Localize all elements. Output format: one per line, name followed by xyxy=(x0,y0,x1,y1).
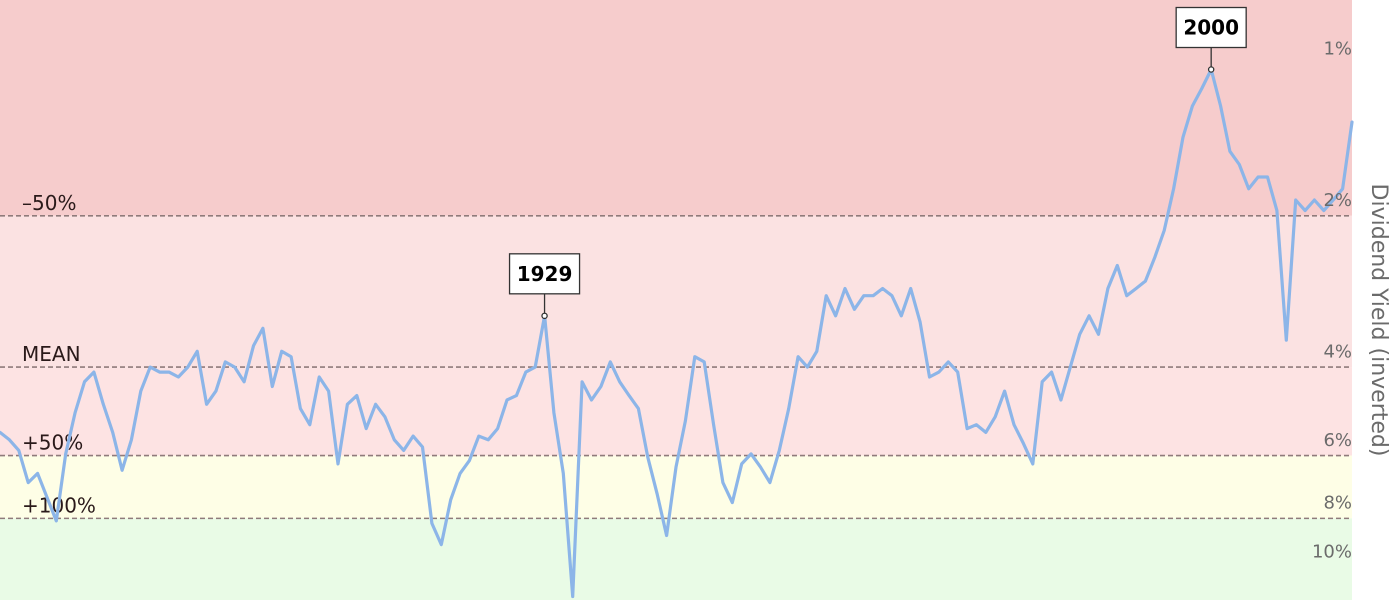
annotation-box-0 xyxy=(508,253,581,295)
y-tick-label-2: 4% xyxy=(1323,341,1352,362)
y-tick-label-3: 6% xyxy=(1323,430,1352,451)
series-line-0 xyxy=(0,67,1354,599)
annotation-label-1: 2000 xyxy=(1183,16,1239,40)
band-region-4 xyxy=(0,518,1352,600)
y-tick-label-5: 10% xyxy=(1312,541,1352,562)
y-axis-label: Dividend Yield (inverted) xyxy=(1366,184,1391,457)
band-region-1 xyxy=(0,215,1352,368)
annotation-point-1 xyxy=(1207,66,1215,73)
band-region-2 xyxy=(0,367,1352,456)
band-labels: –50%MEAN+50%+100% xyxy=(22,191,96,518)
annotation-box-1 xyxy=(1175,6,1247,49)
valuation-bands xyxy=(0,0,1352,600)
band-region-0 xyxy=(0,0,1352,216)
band-threshold-lines xyxy=(0,214,1352,520)
annotation-label-0: 1929 xyxy=(517,262,573,286)
y-tick-label-4: 8% xyxy=(1323,493,1352,514)
annotations: 1929 2000 xyxy=(508,6,1247,320)
y-tick-label-1: 2% xyxy=(1323,190,1352,211)
annotation-point-0 xyxy=(541,312,548,320)
y-tick-label-0: 1% xyxy=(1323,39,1352,60)
y-axis-ticks: 1% 2% 4% 6% 8% 10% xyxy=(1312,39,1352,563)
band-label-2: +50% xyxy=(22,431,83,455)
series-layer xyxy=(0,67,1354,599)
annotation-1929: 1929 xyxy=(508,253,581,320)
annotation-2000: 2000 xyxy=(1175,6,1247,73)
band-label-0: –50% xyxy=(22,191,76,215)
band-label-1: MEAN xyxy=(22,342,81,366)
